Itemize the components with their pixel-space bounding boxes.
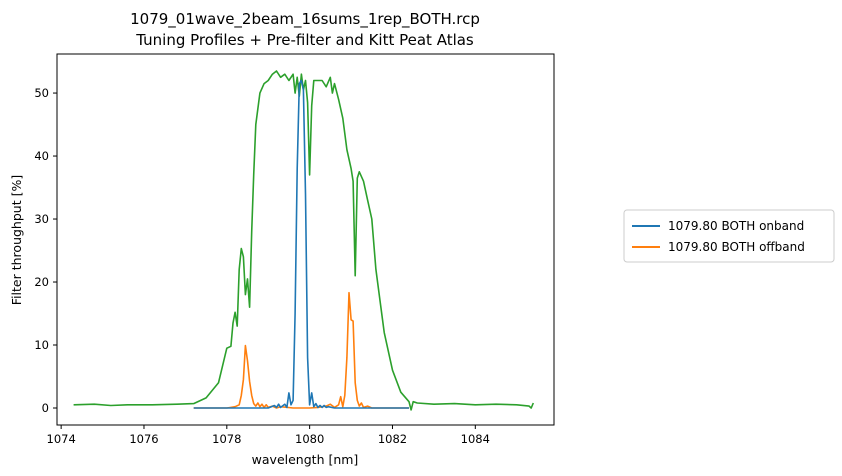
prefilter-atlas-series-line [73,70,535,411]
x-tick-label: 1078 [212,432,241,446]
legend-label-onband: 1079.80 BOTH onband [668,219,804,233]
onband-series-line [193,79,409,409]
y-axis-ticks: 0 10 20 30 40 50 [34,86,57,415]
x-axis-label: wavelength [nm] [252,452,359,467]
plot-area [56,53,555,426]
y-tick-label: 20 [34,275,49,289]
y-tick-label: 0 [42,401,49,415]
x-tick-label: 1080 [295,432,324,446]
y-tick-label: 50 [34,86,49,100]
y-tick-label: 30 [34,212,49,226]
legend-label-offband: 1079.80 BOTH offband [668,240,805,254]
legend-box [623,209,835,263]
series-lines [73,70,535,411]
x-tick-label: 1074 [47,432,76,446]
x-tick-label: 1076 [129,432,158,446]
axes-frame [56,53,555,426]
y-tick-label: 40 [34,149,49,163]
y-tick-label: 10 [34,338,49,352]
chart-subtitle: Tuning Profiles + Pre-filter and Kitt Pe… [135,31,474,49]
y-axis-label: Filter throughput [%] [9,175,24,305]
chart-title: 1079_01wave_2beam_16sums_1rep_BOTH.rcp [130,10,480,29]
x-tick-label: 1084 [461,432,490,446]
x-tick-label: 1082 [378,432,407,446]
legend: 1079.80 BOTH onband 1079.80 BOTH offband [623,209,835,263]
x-axis-ticks: 1074 1076 1078 1080 1082 1084 [47,425,490,446]
